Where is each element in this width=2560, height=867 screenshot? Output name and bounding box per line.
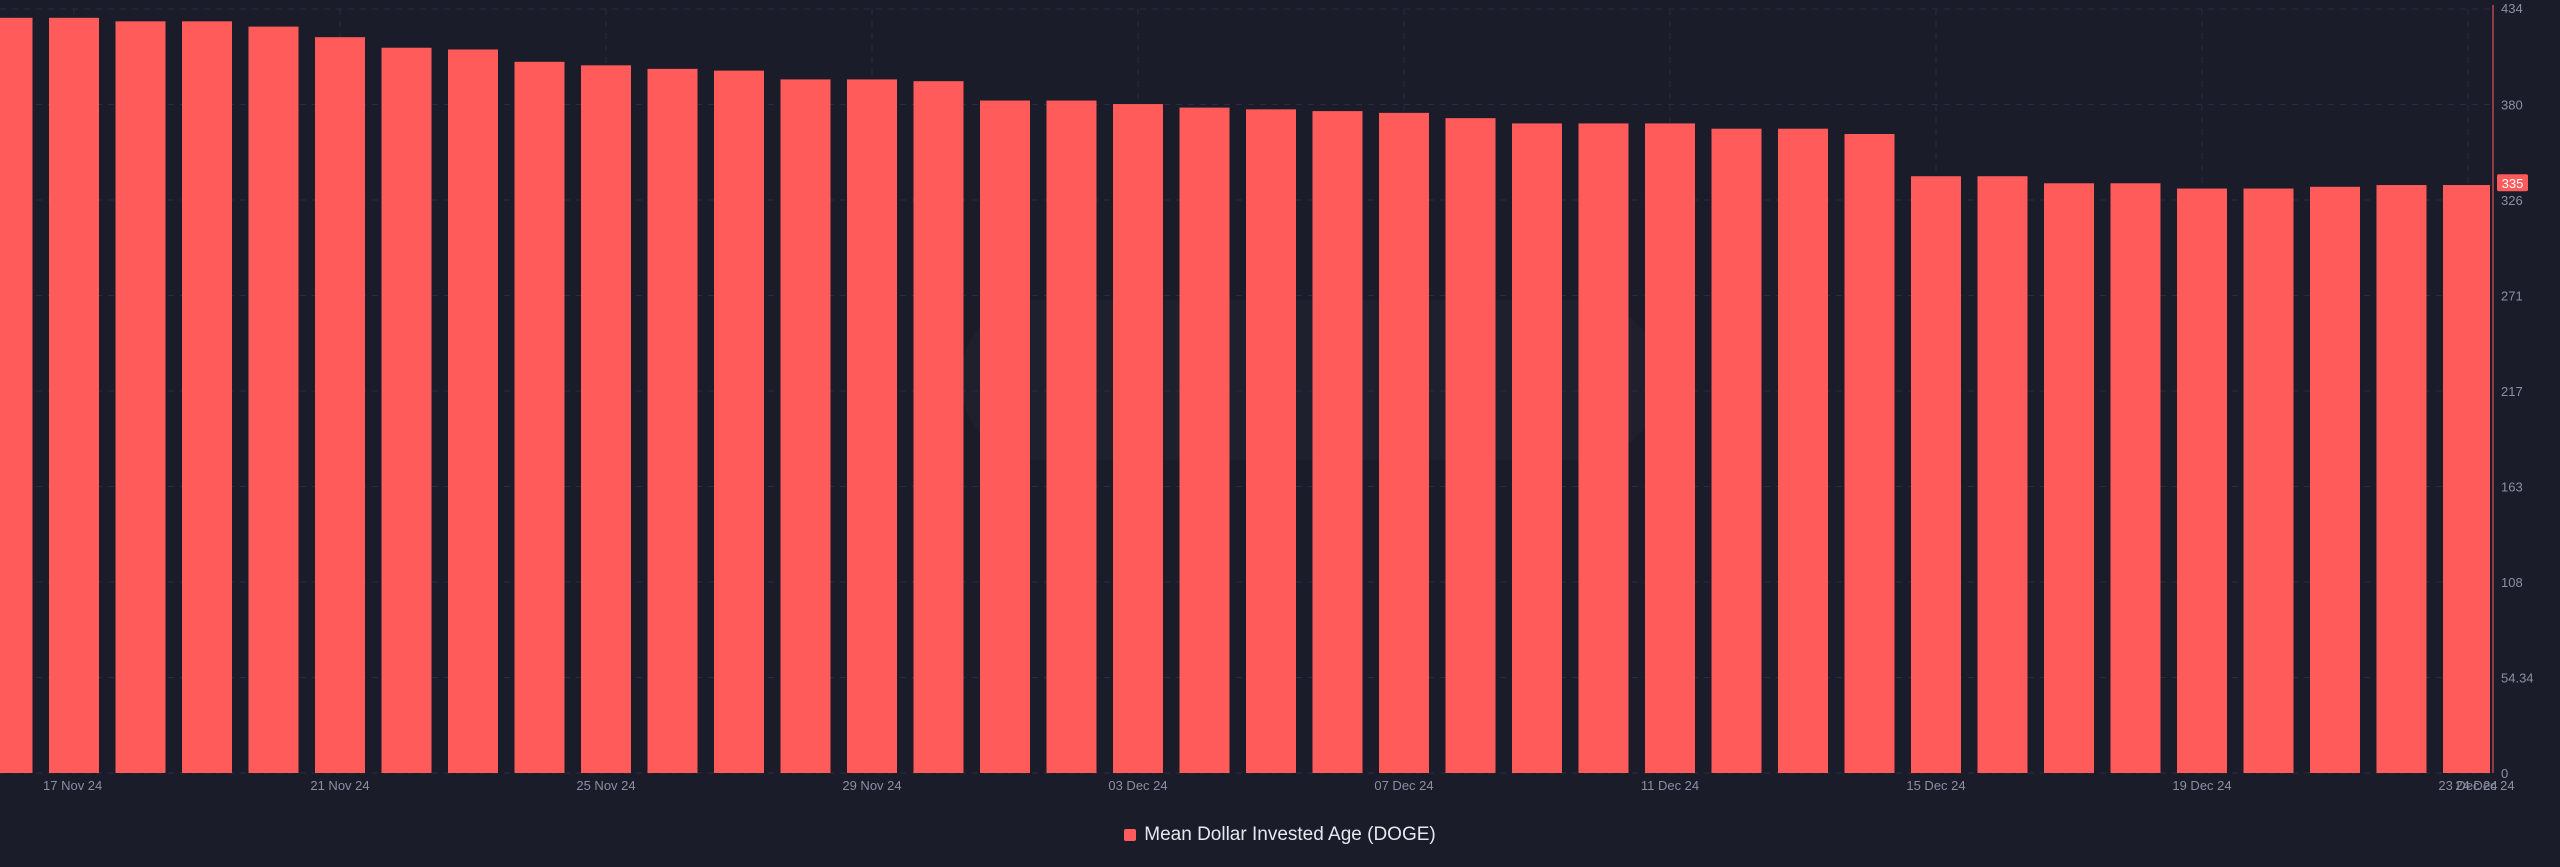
bar: [2177, 188, 2227, 773]
bar: [514, 61, 565, 774]
bar: [647, 68, 698, 773]
y-tick-label: 434: [2501, 1, 2523, 16]
bar: [2243, 188, 2294, 773]
bar: [0, 17, 33, 774]
bar: [49, 17, 99, 774]
legend[interactable]: Mean Dollar Invested Age (DOGE): [0, 822, 2560, 848]
legend-swatch: [1124, 829, 1137, 841]
bar: [248, 26, 299, 773]
x-tick-label: 21 Nov 24: [310, 778, 369, 793]
x-tick-label: 11 Dec 24: [1641, 778, 1699, 793]
bar: [115, 21, 166, 774]
bar: [780, 79, 831, 774]
bar: [1312, 111, 1363, 773]
x-tick-label: 03 Dec 24: [1108, 778, 1167, 793]
y-tick-label: 217: [2501, 384, 2523, 399]
bar: [1046, 100, 1097, 773]
y-tick-label: 326: [2501, 193, 2523, 208]
y-tick-label: 108: [2501, 575, 2523, 590]
bar: [448, 49, 498, 774]
y-tick-label: 0: [2501, 766, 2508, 781]
bar: [581, 65, 631, 774]
bar: [1645, 123, 1695, 774]
bar: [1711, 128, 1762, 773]
bar: [1113, 104, 1163, 773]
bar: [1778, 128, 1828, 773]
bar: [182, 21, 232, 774]
bar: [1512, 123, 1562, 774]
y-tick-label: 380: [2501, 98, 2523, 113]
x-tick-label: 15 Dec 24: [1906, 778, 1965, 793]
bar: [2443, 185, 2490, 773]
x-tick-label: 25 Nov 24: [576, 778, 635, 793]
bar: [2376, 185, 2427, 773]
bar: [315, 37, 365, 774]
y-tick-label: 54.34: [2501, 671, 2534, 686]
current-value-label: 335: [2502, 176, 2524, 191]
bar: [2044, 183, 2094, 774]
bar: [913, 81, 964, 774]
bar: [1246, 109, 1296, 774]
x-tick-label: 23 Dec 24: [2438, 778, 2497, 793]
x-tick-label: 24 Dec 24: [2455, 778, 2514, 793]
bar: [381, 47, 432, 774]
bar: [2310, 186, 2360, 773]
bar: [1379, 112, 1429, 773]
legend-label: Mean Dollar Invested Age (DOGE): [1144, 824, 1436, 845]
bar: [1844, 133, 1895, 773]
x-tick-label: 17 Nov 24: [43, 778, 102, 793]
y-tick-label: 163: [2501, 480, 2523, 495]
bar: [847, 79, 897, 774]
bar: [1911, 176, 1961, 774]
bar: [714, 70, 764, 773]
bar: [1977, 176, 2028, 774]
bar: [1179, 107, 1230, 774]
x-tick-label: 29 Nov 24: [842, 778, 901, 793]
bar: [980, 100, 1030, 773]
y-tick-label: 271: [2501, 289, 2523, 304]
x-tick-label: 07 Dec 24: [1374, 778, 1433, 793]
x-tick-label: 19 Dec 24: [2172, 778, 2231, 793]
current-value-badge: [2497, 174, 2528, 192]
bar: [2110, 183, 2161, 774]
bar: [1578, 123, 1629, 774]
bar: [1445, 118, 1496, 773]
